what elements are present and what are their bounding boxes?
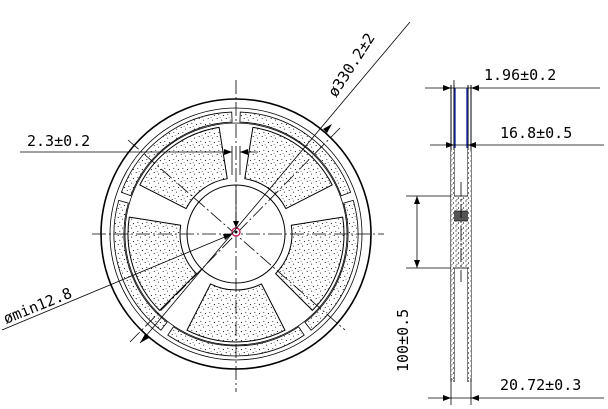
overall-width-arrow-left: [443, 395, 451, 401]
front-view: 2.3±0.2 ø330.2±2 ømin12.8: [1, 21, 411, 392]
hub-width-arrow-right: [240, 149, 248, 155]
reel-rim-slot-1: [239, 111, 352, 197]
flange-thk-arrow-right: [471, 85, 479, 91]
reel-window-2: [275, 216, 345, 311]
arbor-hole-center: [234, 230, 238, 234]
arbor-hole-leader: [1, 233, 233, 331]
diameter-arrow-lower: [140, 334, 149, 343]
tape-width-label: 16.8±0.5: [500, 124, 572, 142]
reel-rim-slot-2: [304, 199, 359, 331]
flange-right-stipple: [468, 150, 471, 380]
flange-thk-arrow-left: [443, 85, 451, 91]
hub-width-arrow-left: [224, 149, 232, 155]
overall-width-arrow-right: [471, 395, 479, 401]
hub-dia-arrow-top: [414, 196, 420, 204]
reel-rim-slot-5: [120, 111, 233, 197]
diameter-leader: [139, 21, 411, 344]
hub-dia-arrow-bottom: [414, 260, 420, 268]
flange-thk-label: 1.96±0.2: [484, 66, 556, 84]
reel-window-4: [127, 216, 197, 311]
arbor-hole-arrow: [223, 234, 232, 240]
diameter-label: ø330.2±2: [324, 30, 378, 100]
side-view: 1.96±0.2 16.8±0.5 100±0.5 20.72±0.3: [394, 66, 604, 405]
reel-window-5: [139, 126, 228, 210]
reel-rim-slots: [113, 111, 359, 357]
diameter-arrow-upper: [323, 124, 332, 133]
reel-rim-slot-3: [167, 326, 305, 357]
hub-width-label: 2.3±0.2: [27, 132, 90, 150]
arbor-hole-label: ømin12.8: [1, 284, 75, 328]
hub-dia-label: 100±0.5: [394, 309, 412, 372]
tape-width-arrow-left: [446, 142, 454, 148]
key-slot-arrow: [233, 221, 239, 228]
overall-width-label: 20.72±0.3: [500, 376, 581, 394]
tape-width-arrow-right: [468, 142, 476, 148]
flange-left-stipple: [451, 150, 454, 380]
reel-window-1: [244, 126, 333, 210]
reel-rim-slot-4: [113, 199, 168, 331]
